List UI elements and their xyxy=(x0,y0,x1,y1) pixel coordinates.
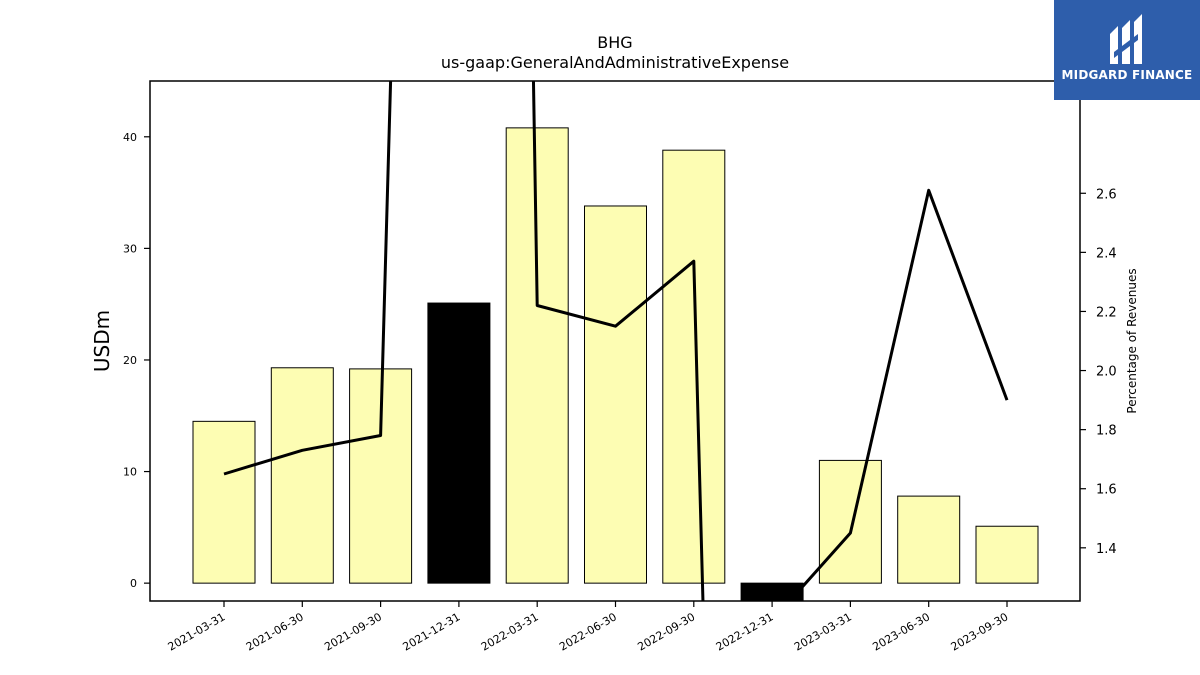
bar xyxy=(662,149,726,584)
bar xyxy=(270,367,334,584)
logo-mark-icon xyxy=(1110,14,1142,64)
midgard-finance-logo: MIDGARD FINANCE xyxy=(1054,0,1200,100)
y2-tick-label: 1.8 xyxy=(1096,424,1117,439)
bar xyxy=(427,302,491,584)
x-tick-label: 2021-03-31 xyxy=(166,610,228,653)
x-tick-label: 2021-06-30 xyxy=(244,610,306,653)
y-tick-label: 40 xyxy=(123,131,137,144)
bar xyxy=(975,525,1039,584)
bar xyxy=(505,127,569,584)
x-tick-label: 2022-03-31 xyxy=(479,610,541,653)
x-tick-label: 2023-09-30 xyxy=(949,610,1011,653)
y-tick-label: 20 xyxy=(123,354,137,367)
chart-title: BHG xyxy=(597,33,632,52)
x-tick-label: 2023-06-30 xyxy=(870,610,932,653)
x-tick-label: 2022-06-30 xyxy=(557,610,619,653)
x-tick-label: 2022-09-30 xyxy=(635,610,697,653)
logo-text: MIDGARD FINANCE xyxy=(1061,68,1193,82)
bar xyxy=(818,459,882,584)
y2-tick-label: 2.6 xyxy=(1096,187,1117,202)
y-tick-label: 30 xyxy=(123,242,137,255)
y2-tick-label: 1.4 xyxy=(1096,542,1117,557)
y2-tick-label: 1.6 xyxy=(1096,483,1117,498)
bar xyxy=(584,205,647,584)
y-tick-label: 0 xyxy=(130,577,137,590)
y-tick-label: 10 xyxy=(123,466,137,479)
x-tick-label: 2021-09-30 xyxy=(322,610,384,653)
y2-axis-label: Percentage of Revenues xyxy=(1125,268,1139,413)
y-axis-label: USDm xyxy=(90,310,114,372)
x-tick-label: 2021-12-31 xyxy=(401,610,463,653)
percentage-line xyxy=(223,81,1009,601)
y2-tick-label: 2.0 xyxy=(1096,365,1117,380)
y2-tick-label: 2.4 xyxy=(1096,246,1117,261)
chart-subtitle: us-gaap:GeneralAndAdministrativeExpense xyxy=(441,53,789,72)
x-tick-label: 2022-12-31 xyxy=(714,610,776,653)
bar xyxy=(897,495,961,584)
y2-tick-label: 2.2 xyxy=(1096,305,1117,320)
x-tick-label: 2023-03-31 xyxy=(792,610,854,653)
bar xyxy=(192,420,256,584)
